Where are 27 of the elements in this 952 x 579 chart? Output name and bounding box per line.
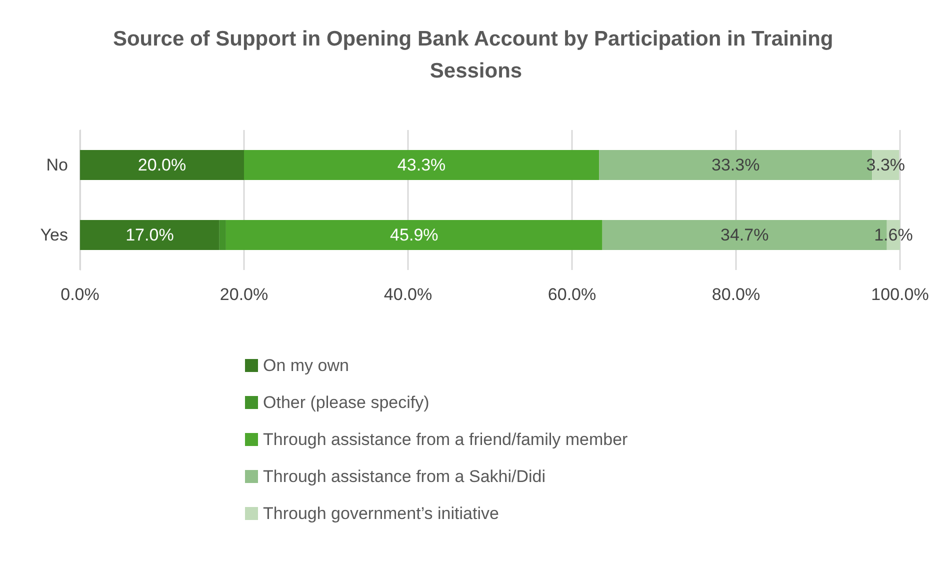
x-tick-label: 80.0% [712, 285, 760, 304]
bar [80, 150, 244, 180]
data-label: 17.0% [126, 226, 174, 244]
data-label: 34.7% [720, 226, 769, 244]
y-tick-label: Yes [40, 226, 68, 244]
x-tick-label: 20.0% [220, 285, 268, 304]
legend-label: Through assistance from a Sakhi/Didi [263, 467, 546, 486]
bar [80, 220, 220, 250]
x-tick-label: 0.0% [60, 285, 100, 304]
data-label: 33.3% [711, 156, 760, 174]
x-tick-label: 60.0% [548, 285, 596, 304]
bar [219, 220, 226, 250]
data-label: 1.6% [874, 226, 913, 244]
bar [244, 150, 600, 180]
data-label: 20.0% [138, 156, 186, 174]
legend-label: Through assistance from a friend/family member [263, 430, 628, 449]
y-tick-label: No [46, 156, 68, 174]
x-tick-label: 100.0% [871, 285, 929, 304]
x-tick-label: 40.0% [384, 285, 432, 304]
legend-label: On my own [263, 356, 349, 375]
chart-title: Source of Support in Opening Bank Account by Participation in Training Sessions [112, 28, 840, 82]
data-label: 45.9% [390, 226, 438, 244]
data-label: 43.3% [397, 156, 446, 174]
legend-label: Through government’s initiative [263, 504, 499, 523]
legend-label: Other (please specify) [263, 393, 430, 412]
data-label: 3.3% [866, 156, 906, 174]
bar [226, 220, 602, 250]
